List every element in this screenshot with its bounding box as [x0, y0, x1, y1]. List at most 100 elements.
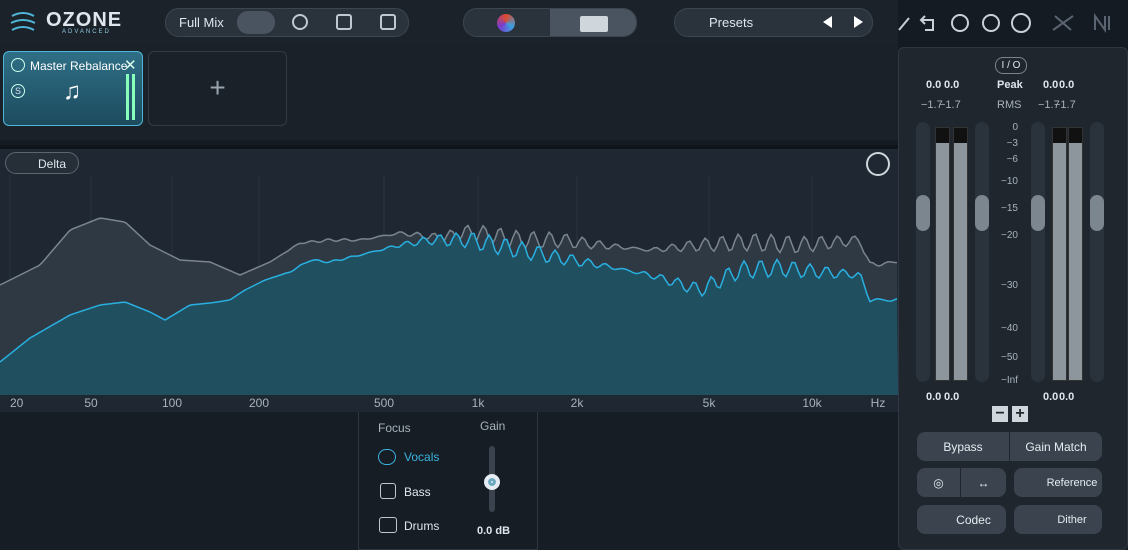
freq-label: 100 — [162, 396, 182, 410]
freq-label: 20 — [10, 396, 24, 410]
edition: ADVANCED — [62, 29, 111, 35]
rms-value: −1.7 — [921, 99, 943, 111]
gain-match-button[interactable]: Gain Match — [1010, 432, 1102, 461]
modules-icon — [580, 16, 608, 32]
module-close[interactable]: ✕ — [124, 57, 137, 74]
zoom-out[interactable]: − — [992, 406, 1008, 422]
freq-label: 2k — [571, 396, 585, 410]
spectrum-line-gray — [0, 217, 898, 286]
fader-handle[interactable] — [1090, 195, 1104, 231]
scale-label: −40 — [1001, 323, 1018, 334]
meter-level — [1069, 143, 1082, 380]
freq-label: 10k — [802, 396, 822, 410]
module-meter — [132, 74, 135, 120]
stereo-button[interactable]: ◎ — [917, 468, 960, 497]
rms-value: −1.7 — [1054, 99, 1076, 111]
vocal-icon[interactable] — [292, 14, 308, 30]
mix-icon[interactable] — [237, 11, 275, 34]
peak-value: 0.0 — [1059, 79, 1075, 91]
fader-track — [1090, 122, 1104, 382]
drum-icon[interactable] — [336, 14, 352, 30]
meter-bottom-value: 0.0 — [1059, 391, 1075, 403]
rms-value: −1.7 — [939, 99, 961, 111]
fader-track — [975, 122, 989, 382]
bypass-button[interactable]: Bypass — [917, 432, 1009, 461]
ni-logo — [1094, 12, 1110, 34]
bottom-panel — [0, 412, 898, 550]
gain-value: 0.0 dB — [477, 525, 511, 537]
scale-label: −50 — [1001, 352, 1018, 363]
focus-item[interactable]: Vocals — [404, 450, 440, 464]
freq-label: 50 — [84, 396, 98, 410]
module-power[interactable] — [11, 58, 25, 72]
toolbar-icons — [898, 12, 1110, 34]
focus-item[interactable]: Drums — [404, 519, 440, 533]
meter-bottom-value: 0.0 — [1043, 391, 1059, 403]
scale-label: −30 — [1001, 280, 1018, 291]
scale-label: −15 — [1001, 203, 1018, 214]
add-module[interactable]: + — [148, 51, 287, 126]
dither-button[interactable]: Dither — [1014, 505, 1102, 534]
reset-button[interactable] — [866, 152, 890, 176]
fader-handle[interactable] — [1031, 195, 1045, 231]
meter-level — [1053, 143, 1066, 380]
bass-icon[interactable] — [380, 483, 396, 499]
presets-bar[interactable] — [674, 8, 873, 37]
logo-icon — [10, 12, 36, 31]
assistant-group — [165, 8, 409, 37]
peak-label: Peak — [997, 79, 1023, 91]
solo-button[interactable]: S — [11, 84, 25, 98]
logo: OZONE — [46, 9, 123, 31]
next-preset[interactable] — [854, 16, 863, 28]
view-toggle — [463, 8, 637, 37]
module-meter — [126, 74, 129, 120]
spectrum: 20 50 100 200 500 1k 2k 5k 10k Hz — [0, 145, 898, 412]
link-icon[interactable] — [1052, 15, 1074, 31]
focus-item[interactable]: Bass — [404, 485, 431, 499]
module-icon: ♫ — [63, 78, 81, 105]
scale-label: −Inf — [1001, 375, 1018, 386]
spectrum-fill-blue — [0, 233, 898, 395]
presets-label[interactable]: Presets — [709, 15, 754, 30]
history-icon[interactable] — [951, 14, 969, 32]
peak-value: 0.0 — [1043, 79, 1059, 91]
scale-label: 0 — [1012, 122, 1018, 133]
view-assistant[interactable] — [497, 14, 515, 32]
freq-label: 500 — [374, 396, 394, 410]
module-name[interactable]: Master Rebalance — [30, 59, 128, 73]
bass-icon[interactable] — [380, 14, 396, 30]
settings-icon[interactable] — [982, 14, 1000, 32]
codec-button[interactable]: Codec — [917, 505, 1006, 534]
scale-label: −3 — [1006, 138, 1018, 149]
fader-track — [1031, 122, 1045, 382]
meter-level — [954, 143, 967, 380]
reference-button[interactable]: Reference — [1014, 468, 1102, 497]
vocals-icon[interactable] — [378, 449, 396, 465]
rms-value: −1.7 — [1038, 99, 1060, 111]
pencil-icon[interactable] — [898, 17, 910, 31]
gain-slider-handle[interactable] — [484, 474, 500, 490]
io-button[interactable]: I / O — [995, 57, 1027, 74]
peak-value: 0.0 — [926, 79, 942, 91]
delta-label: Delta — [38, 157, 67, 171]
width-button[interactable]: ↔ — [961, 468, 1006, 497]
gain-label: Gain — [480, 419, 506, 433]
help-icon[interactable] — [1011, 13, 1031, 33]
mode-button[interactable]: Full Mix — [179, 15, 224, 30]
undo-icon[interactable] — [919, 15, 934, 31]
prev-preset[interactable] — [823, 16, 832, 28]
freq-label: 200 — [249, 396, 269, 410]
meter-bottom-value: 0.0 — [926, 391, 942, 403]
fader-handle[interactable] — [975, 195, 989, 231]
zoom-in[interactable]: + — [1012, 406, 1028, 422]
divider — [0, 145, 898, 149]
meter-level — [936, 143, 949, 380]
delta-button[interactable]: Delta — [5, 152, 79, 174]
meter-bottom-value: 0.0 — [944, 391, 960, 403]
freq-label: Hz — [871, 396, 886, 410]
rms-label: RMS — [997, 99, 1022, 111]
module-slot[interactable] — [3, 51, 143, 126]
drums-icon[interactable] — [379, 517, 397, 533]
fader-handle[interactable] — [916, 195, 930, 231]
